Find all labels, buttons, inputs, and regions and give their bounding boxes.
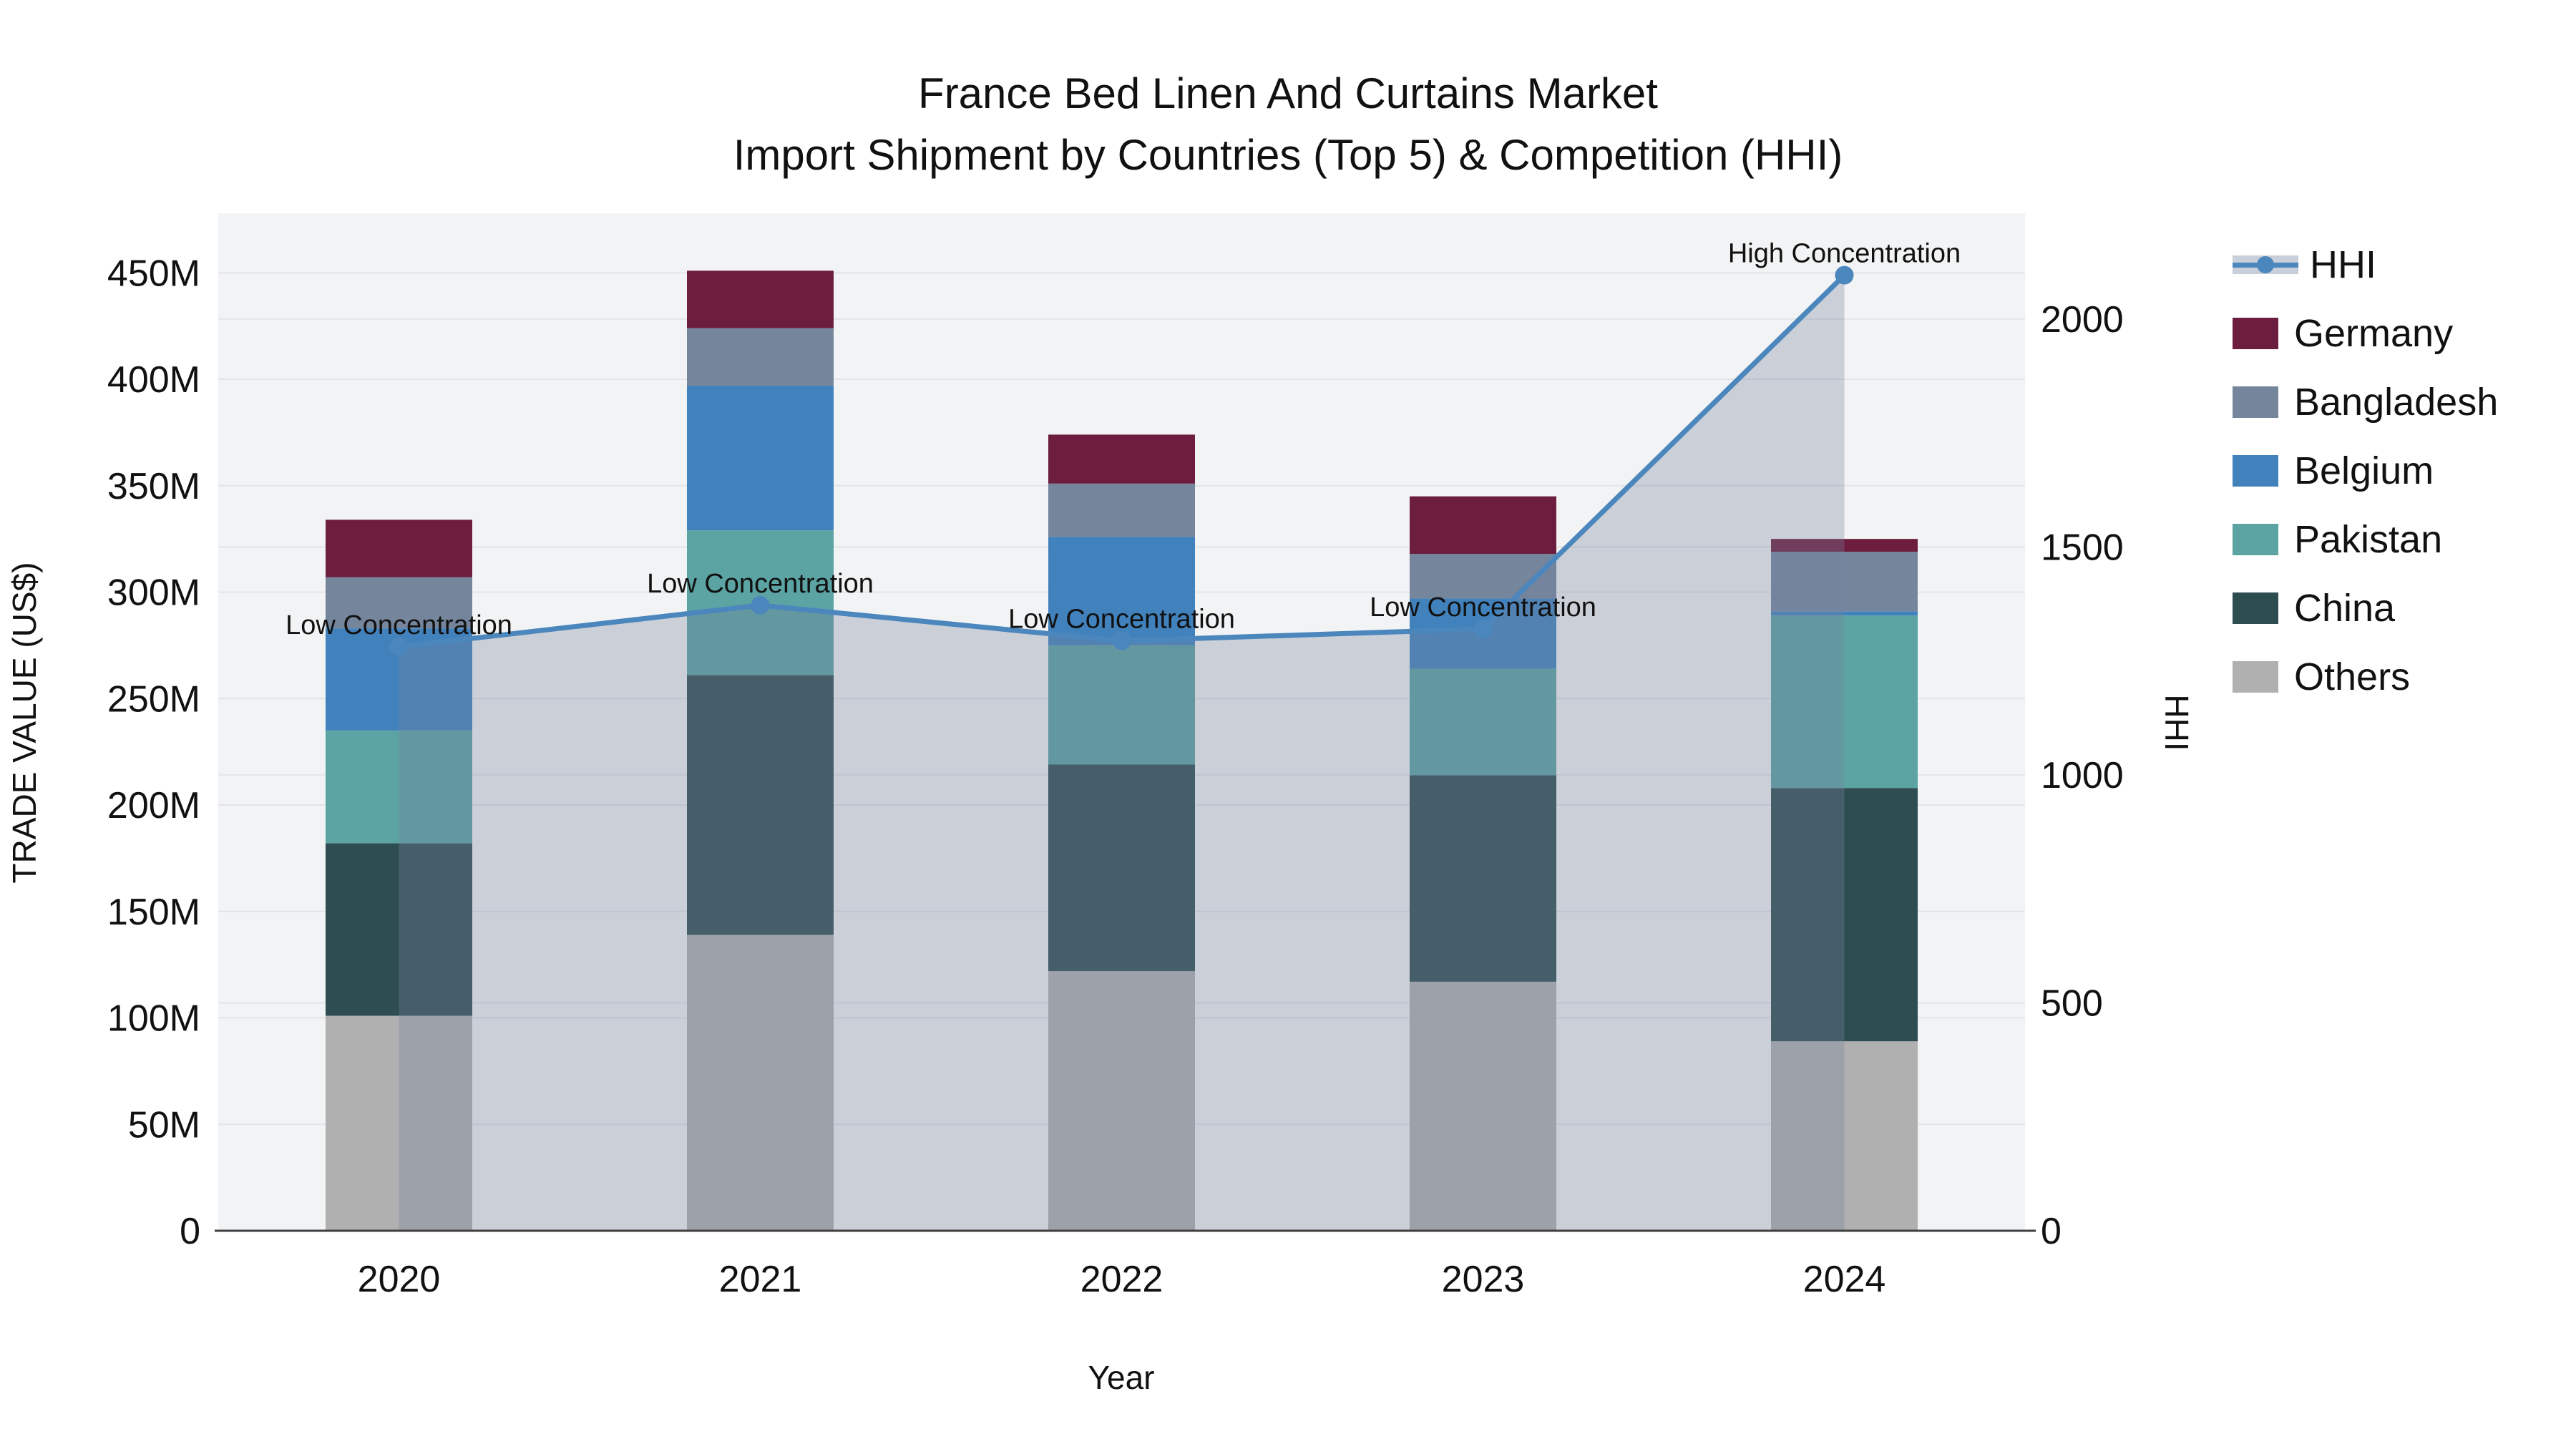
left-tick-100M: 100M xyxy=(107,998,200,1040)
legend-item-others[interactable]: Others xyxy=(2233,643,2498,711)
right-tick-1500: 1500 xyxy=(2041,527,2124,568)
left-tick-50M: 50M xyxy=(128,1104,200,1146)
annotation-2022: Low Concentration xyxy=(1008,605,1235,635)
bar-segment-germany-2023[interactable] xyxy=(1410,496,1556,554)
bar-segment-bangladesh-2024[interactable] xyxy=(1771,552,1918,612)
legend-swatch-pakistan xyxy=(2233,524,2278,555)
bar-segment-china-2022[interactable] xyxy=(1048,764,1195,972)
left-tick-200M: 200M xyxy=(107,785,200,826)
legend: HHI Germany Bangladesh Belgium Pakistan China… xyxy=(2233,230,2498,711)
legend-item-bangladesh[interactable]: Bangladesh xyxy=(2233,368,2498,436)
right-tick-1000: 1000 xyxy=(2041,755,2124,796)
x-tick-2024: 2024 xyxy=(1803,1259,1886,1300)
legend-label: Bangladesh xyxy=(2294,381,2499,424)
bar-segment-belgium-2021[interactable] xyxy=(687,385,834,531)
right-axis-title: HHI xyxy=(2158,694,2195,751)
left-tick-0: 0 xyxy=(180,1211,200,1252)
bar-segment-germany-2022[interactable] xyxy=(1048,434,1195,484)
left-tick-300M: 300M xyxy=(107,572,200,614)
bar-segment-pakistan-2023[interactable] xyxy=(1410,668,1556,776)
bar-segment-others-2023[interactable] xyxy=(1410,981,1556,1231)
legend-label: Others xyxy=(2294,655,2411,698)
x-tick-2021: 2021 xyxy=(719,1259,802,1300)
bar-segment-bangladesh-2020[interactable] xyxy=(326,577,472,629)
legend-label: China xyxy=(2294,587,2396,630)
legend-item-pakistan[interactable]: Pakistan xyxy=(2233,505,2498,574)
bar-segment-others-2022[interactable] xyxy=(1048,971,1195,1231)
bar-segment-bangladesh-2021[interactable] xyxy=(687,328,834,386)
left-axis-title: TRADE VALUE (US$) xyxy=(6,562,43,884)
left-tick-400M: 400M xyxy=(107,359,200,401)
legend-item-germany[interactable]: Germany xyxy=(2233,299,2498,368)
legend-item-hhi[interactable]: HHI xyxy=(2233,230,2498,299)
bar-segment-others-2024[interactable] xyxy=(1771,1041,1918,1231)
legend-swatch-others xyxy=(2233,661,2278,693)
hhi-marker-2024[interactable] xyxy=(1835,265,1854,285)
bar-segment-pakistan-2022[interactable] xyxy=(1048,645,1195,765)
legend-swatch-germany xyxy=(2233,318,2278,349)
chart-title-line-2: Import Shipment by Countries (Top 5) & C… xyxy=(733,131,1843,179)
legend-label: Pakistan xyxy=(2294,518,2443,561)
bar-segment-china-2024[interactable] xyxy=(1771,788,1918,1042)
hhi-line-sample-icon xyxy=(2233,249,2298,280)
legend-item-belgium[interactable]: Belgium xyxy=(2233,436,2498,505)
bar-segment-germany-2024[interactable] xyxy=(1771,539,1918,552)
left-tick-250M: 250M xyxy=(107,678,200,720)
hhi-marker-2020[interactable] xyxy=(389,637,409,656)
legend-label: Germany xyxy=(2294,312,2454,355)
hhi-marker-2021[interactable] xyxy=(751,595,770,615)
annotation-2020: Low Concentration xyxy=(286,610,512,640)
hhi-area-fill xyxy=(399,275,1845,1231)
bar-segment-bangladesh-2023[interactable] xyxy=(1410,553,1556,599)
right-tick-2000: 2000 xyxy=(2041,299,2124,341)
bar-segment-belgium-2024[interactable] xyxy=(1771,611,1918,616)
legend-swatch-belgium xyxy=(2233,455,2278,487)
annotation-2021: Low Concentration xyxy=(647,569,874,599)
hhi-marker-2023[interactable] xyxy=(1473,620,1493,639)
legend-swatch-bangladesh xyxy=(2233,386,2278,418)
x-tick-2022: 2022 xyxy=(1080,1259,1163,1300)
chart-title-line-1: France Bed Linen And Curtains Market xyxy=(918,69,1658,117)
x-axis-title: Year xyxy=(1088,1359,1155,1396)
legend-label: Belgium xyxy=(2294,449,2434,492)
hhi-marker-2022[interactable] xyxy=(1112,631,1131,650)
x-tick-2023: 2023 xyxy=(1442,1259,1525,1300)
left-tick-450M: 450M xyxy=(107,253,200,294)
annotation-2024: High Concentration xyxy=(1728,239,1961,269)
right-tick-500: 500 xyxy=(2041,982,2103,1024)
bar-segment-others-2021[interactable] xyxy=(687,935,834,1231)
left-tick-350M: 350M xyxy=(107,466,200,507)
x-tick-2020: 2020 xyxy=(358,1259,441,1300)
right-tick-0: 0 xyxy=(2041,1211,2062,1252)
legend-item-china[interactable]: China xyxy=(2233,574,2498,643)
bar-segment-pakistan-2024[interactable] xyxy=(1771,615,1918,789)
annotation-2023: Low Concentration xyxy=(1370,592,1596,623)
bar-segment-germany-2021[interactable] xyxy=(687,270,834,328)
legend-label: HHI xyxy=(2310,243,2376,286)
bar-segment-bangladesh-2022[interactable] xyxy=(1048,483,1195,537)
bar-segment-pakistan-2020[interactable] xyxy=(326,730,472,844)
bar-segment-china-2020[interactable] xyxy=(326,843,472,1016)
bar-segment-germany-2020[interactable] xyxy=(326,519,472,577)
bar-segment-others-2020[interactable] xyxy=(326,1015,472,1231)
left-tick-150M: 150M xyxy=(107,892,200,933)
bar-segment-china-2021[interactable] xyxy=(687,675,834,935)
bar-segment-belgium-2022[interactable] xyxy=(1048,537,1195,645)
bar-segment-china-2023[interactable] xyxy=(1410,775,1556,982)
legend-swatch-china xyxy=(2233,592,2278,624)
